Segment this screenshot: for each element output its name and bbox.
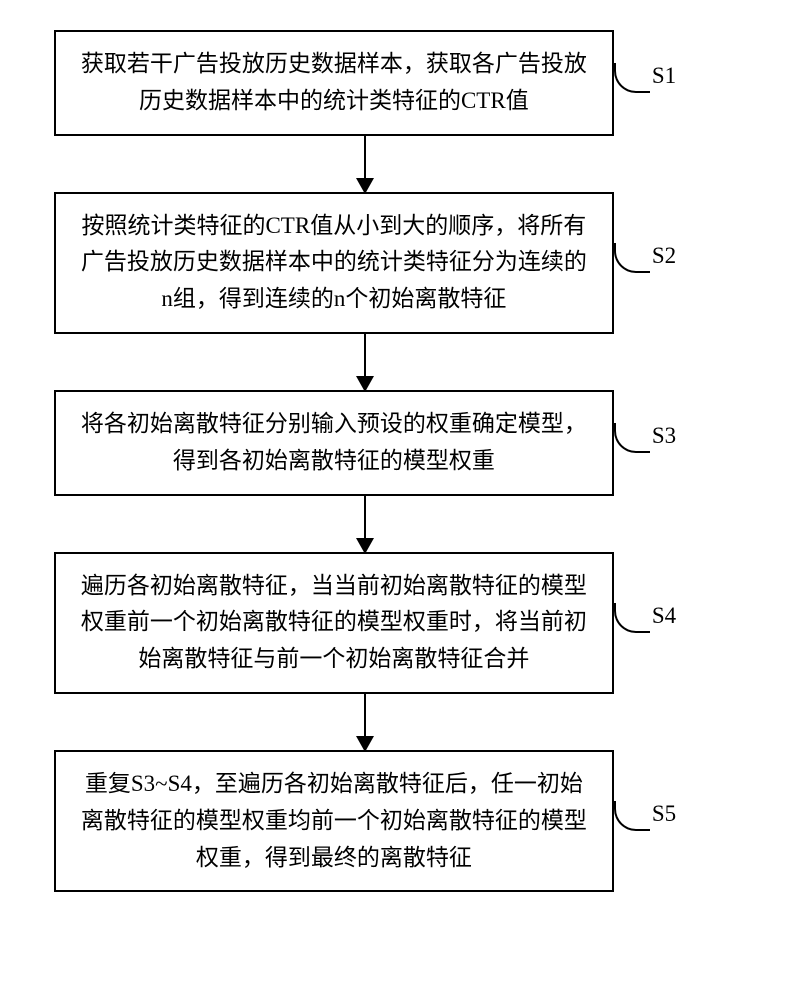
arrow-wrap-s1 <box>0 136 810 192</box>
step-label-group-s2: S2 <box>614 253 676 273</box>
step-label-group-s1: S1 <box>614 73 676 93</box>
step-label-group-s3: S3 <box>614 433 676 453</box>
step-label-s5: S5 <box>652 801 676 827</box>
step-text: 获取若干广告投放历史数据样本，获取各广告投放历史数据样本中的统计类特征的CTR值 <box>81 51 587 113</box>
arrow-wrap-s4 <box>0 694 810 750</box>
step-box-s3: 将各初始离散特征分别输入预设的权重确定模型，得到各初始离散特征的模型权重 <box>54 390 614 496</box>
step-label-s3: S3 <box>652 423 676 449</box>
step-text: 按照统计类特征的CTR值从小到大的顺序，将所有广告投放历史数据样本中的统计类特征… <box>81 213 587 312</box>
arrow-wrap-s3 <box>0 496 810 552</box>
arrow-s3-s4 <box>364 496 366 552</box>
step-box-s1: 获取若干广告投放历史数据样本，获取各广告投放历史数据样本中的统计类特征的CTR值 <box>54 30 614 136</box>
step-row-s5: 重复S3~S4，至遍历各初始离散特征后，任一初始离散特征的模型权重均前一个初始离… <box>0 750 810 892</box>
label-curve <box>614 423 650 453</box>
step-box-s5: 重复S3~S4，至遍历各初始离散特征后，任一初始离散特征的模型权重均前一个初始离… <box>54 750 614 892</box>
step-row-s2: 按照统计类特征的CTR值从小到大的顺序，将所有广告投放历史数据样本中的统计类特征… <box>0 192 810 334</box>
flowchart-container: 获取若干广告投放历史数据样本，获取各广告投放历史数据样本中的统计类特征的CTR值… <box>0 0 810 1000</box>
step-box-s4: 遍历各初始离散特征，当当前初始离散特征的模型权重前一个初始离散特征的模型权重时，… <box>54 552 614 694</box>
label-curve <box>614 801 650 831</box>
label-curve <box>614 63 650 93</box>
step-text: 遍历各初始离散特征，当当前初始离散特征的模型权重前一个初始离散特征的模型权重时，… <box>81 573 587 672</box>
step-label-s2: S2 <box>652 243 676 269</box>
step-label-s1: S1 <box>652 63 676 89</box>
step-label-group-s4: S4 <box>614 613 676 633</box>
step-label-group-s5: S5 <box>614 811 676 831</box>
step-row-s3: 将各初始离散特征分别输入预设的权重确定模型，得到各初始离散特征的模型权重 S3 <box>0 390 810 496</box>
step-label-s4: S4 <box>652 603 676 629</box>
arrow-s1-s2 <box>364 136 366 192</box>
step-row-s4: 遍历各初始离散特征，当当前初始离散特征的模型权重前一个初始离散特征的模型权重时，… <box>0 552 810 694</box>
arrow-s2-s3 <box>364 334 366 390</box>
step-row-s1: 获取若干广告投放历史数据样本，获取各广告投放历史数据样本中的统计类特征的CTR值… <box>0 30 810 136</box>
step-text: 重复S3~S4，至遍历各初始离散特征后，任一初始离散特征的模型权重均前一个初始离… <box>81 771 587 870</box>
step-box-s2: 按照统计类特征的CTR值从小到大的顺序，将所有广告投放历史数据样本中的统计类特征… <box>54 192 614 334</box>
label-curve <box>614 243 650 273</box>
label-curve <box>614 603 650 633</box>
step-text: 将各初始离散特征分别输入预设的权重确定模型，得到各初始离散特征的模型权重 <box>81 411 587 473</box>
arrow-wrap-s2 <box>0 334 810 390</box>
arrow-s4-s5 <box>364 694 366 750</box>
